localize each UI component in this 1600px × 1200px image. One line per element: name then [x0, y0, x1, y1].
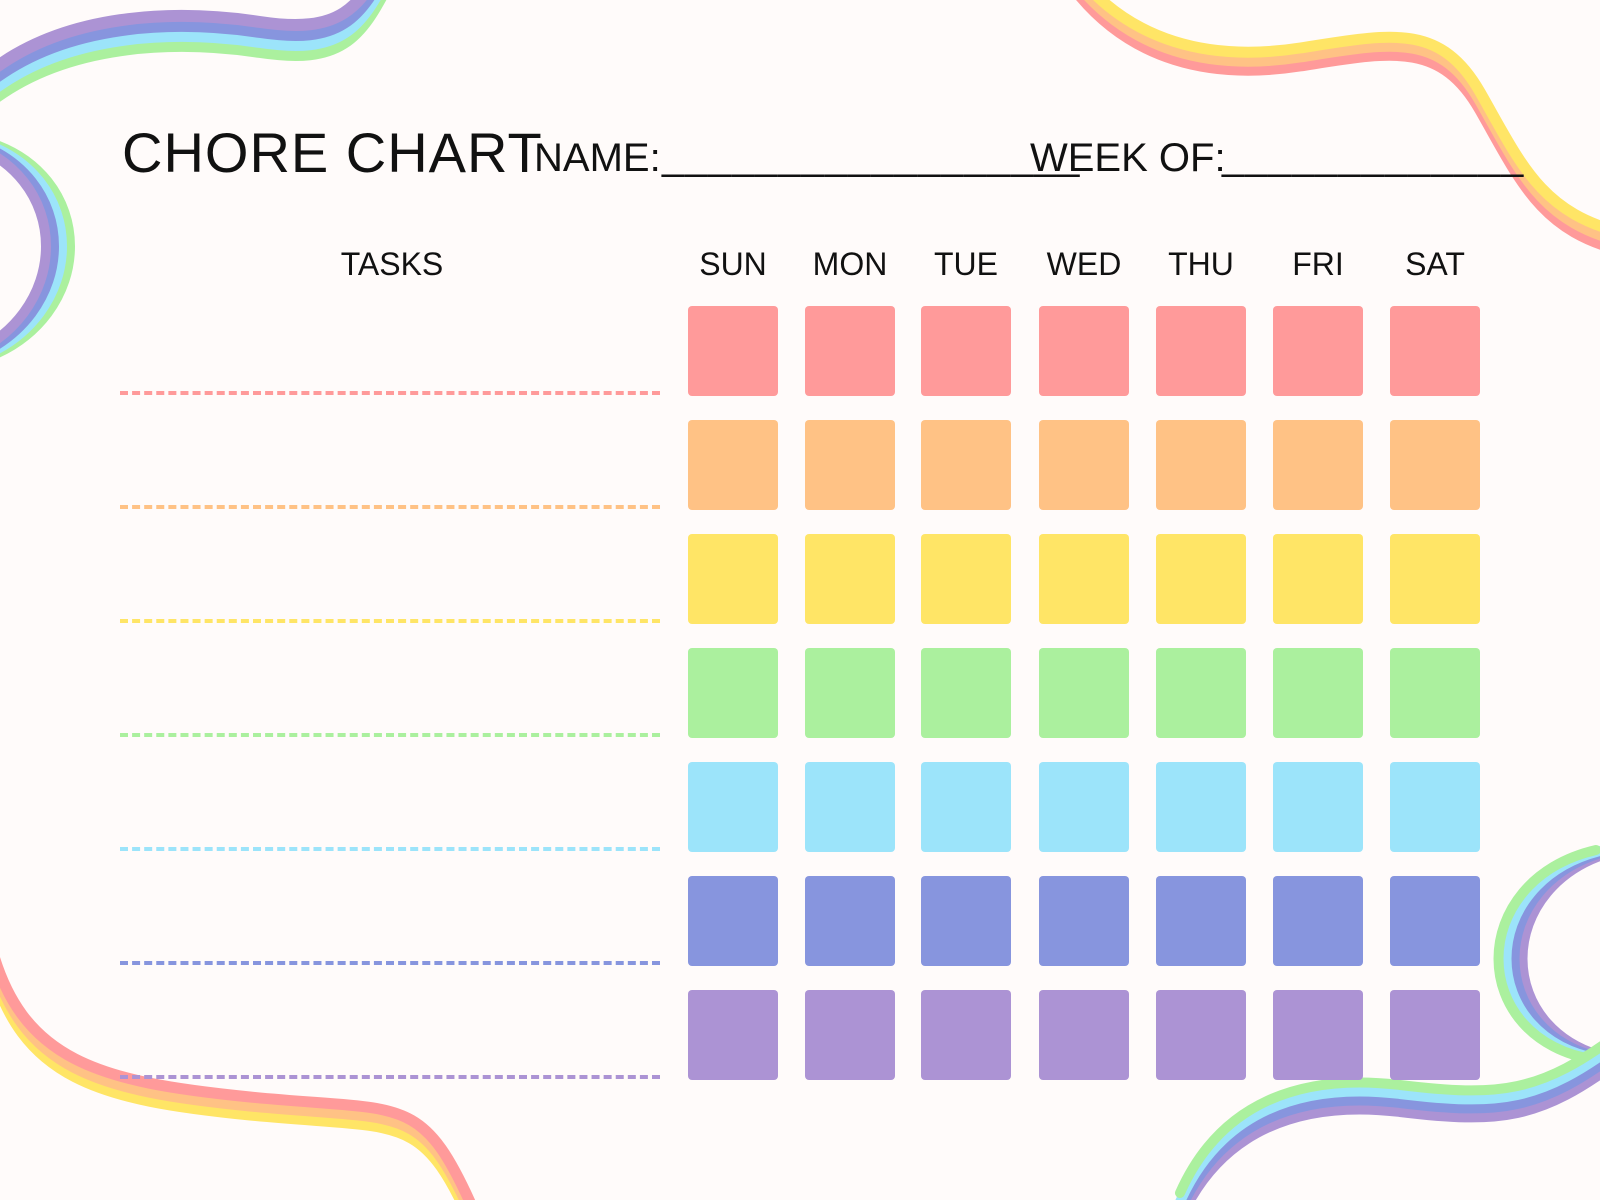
- check-box-row4-sat[interactable]: [1390, 648, 1480, 738]
- task-line-4[interactable]: [120, 733, 660, 737]
- check-box-row4-wed[interactable]: [1039, 648, 1129, 738]
- task-line-2[interactable]: [120, 505, 660, 509]
- rainbow-top-right: [1076, 0, 1600, 250]
- check-box-row7-tue[interactable]: [921, 990, 1011, 1080]
- check-box-row5-tue[interactable]: [921, 762, 1011, 852]
- check-box-row7-wed[interactable]: [1039, 990, 1129, 1080]
- rainbow-bottom-left: [0, 957, 476, 1200]
- name-label: NAME:: [534, 136, 661, 180]
- name-field[interactable]: __________________: [662, 134, 1081, 178]
- rainbow-band: [1493, 845, 1600, 1065]
- check-box-row3-sun[interactable]: [688, 534, 778, 624]
- check-box-row1-tue[interactable]: [921, 306, 1011, 396]
- day-header-sun: SUN: [699, 246, 767, 282]
- check-box-row2-sun[interactable]: [688, 420, 778, 510]
- check-box-row2-mon[interactable]: [805, 420, 895, 510]
- check-box-row4-fri[interactable]: [1273, 648, 1363, 738]
- check-box-row1-sun[interactable]: [688, 306, 778, 396]
- week-of-label: WEEK OF:: [1030, 136, 1226, 180]
- rainbow-band: [1093, 0, 1600, 232]
- check-box-row1-mon[interactable]: [805, 306, 895, 396]
- task-line-5[interactable]: [120, 847, 660, 851]
- week-of-field[interactable]: _____________: [1222, 134, 1525, 178]
- check-box-row6-sat[interactable]: [1390, 876, 1480, 966]
- check-box-row3-wed[interactable]: [1039, 534, 1129, 624]
- check-box-row4-mon[interactable]: [805, 648, 895, 738]
- check-box-row2-fri[interactable]: [1273, 420, 1363, 510]
- check-box-row6-wed[interactable]: [1039, 876, 1129, 966]
- check-box-row2-tue[interactable]: [921, 420, 1011, 510]
- check-box-row3-mon[interactable]: [805, 534, 895, 624]
- check-box-row7-mon[interactable]: [805, 990, 895, 1080]
- rainbow-band: [0, 0, 375, 82]
- task-line-6[interactable]: [120, 961, 660, 965]
- task-line-7[interactable]: [120, 1075, 660, 1079]
- check-box-row5-sat[interactable]: [1390, 762, 1480, 852]
- check-box-row7-sun[interactable]: [688, 990, 778, 1080]
- check-box-row5-fri[interactable]: [1273, 762, 1363, 852]
- check-box-row6-tue[interactable]: [921, 876, 1011, 966]
- rainbow-band: [0, 975, 467, 1200]
- check-box-row6-thu[interactable]: [1156, 876, 1246, 966]
- check-box-row1-thu[interactable]: [1156, 306, 1246, 396]
- rainbow-band: [0, 966, 471, 1200]
- check-box-row2-wed[interactable]: [1039, 420, 1129, 510]
- check-box-row5-mon[interactable]: [805, 762, 895, 852]
- rainbow-right: [1493, 845, 1600, 1065]
- check-box-row3-sat[interactable]: [1390, 534, 1480, 624]
- check-box-row3-tue[interactable]: [921, 534, 1011, 624]
- task-line-3[interactable]: [120, 619, 660, 623]
- rainbow-band: [1084, 0, 1600, 241]
- rainbow-band: [0, 0, 381, 92]
- rainbow-band: [1179, 1059, 1600, 1200]
- check-box-row5-wed[interactable]: [1039, 762, 1129, 852]
- check-box-row5-thu[interactable]: [1156, 762, 1246, 852]
- day-header-fri: FRI: [1292, 246, 1344, 282]
- page-title: CHORE CHART: [122, 121, 543, 184]
- rainbow-top-left: [0, 0, 387, 102]
- rainbow-bottom-right: [1175, 1041, 1600, 1200]
- rainbow-band: [1076, 0, 1600, 250]
- rainbow-left: [0, 141, 75, 358]
- check-box-row2-sat[interactable]: [1390, 420, 1480, 510]
- check-box-row4-thu[interactable]: [1156, 648, 1246, 738]
- check-box-row2-thu[interactable]: [1156, 420, 1246, 510]
- check-box-row1-sat[interactable]: [1390, 306, 1480, 396]
- rainbow-band: [1175, 1041, 1600, 1198]
- check-box-row7-thu[interactable]: [1156, 990, 1246, 1080]
- rainbow-band: [1175, 1050, 1600, 1200]
- check-box-row7-sat[interactable]: [1390, 990, 1480, 1080]
- check-box-row1-wed[interactable]: [1039, 306, 1129, 396]
- day-header-mon: MON: [812, 246, 888, 282]
- check-box-row3-fri[interactable]: [1273, 534, 1363, 624]
- day-header-thu: THU: [1168, 246, 1234, 282]
- day-header-sat: SAT: [1405, 246, 1465, 282]
- check-box-row7-fri[interactable]: [1273, 990, 1363, 1080]
- check-box-row5-sun[interactable]: [688, 762, 778, 852]
- rainbow-band: [1184, 1068, 1600, 1200]
- check-box-row6-mon[interactable]: [805, 876, 895, 966]
- check-box-row3-thu[interactable]: [1156, 534, 1246, 624]
- check-box-row4-sun[interactable]: [688, 648, 778, 738]
- rainbow-band: [0, 0, 367, 72]
- day-header-wed: WED: [1046, 246, 1122, 282]
- day-header-tue: TUE: [934, 246, 998, 282]
- tasks-header: TASKS: [340, 246, 444, 282]
- rainbow-band: [0, 957, 476, 1200]
- rainbow-band: [0, 153, 51, 343]
- check-box-row1-fri[interactable]: [1273, 306, 1363, 396]
- check-box-row6-fri[interactable]: [1273, 876, 1363, 966]
- task-line-1[interactable]: [120, 391, 660, 395]
- rainbow-band: [0, 0, 387, 102]
- check-box-row6-sun[interactable]: [688, 876, 778, 966]
- check-box-row4-tue[interactable]: [921, 648, 1011, 738]
